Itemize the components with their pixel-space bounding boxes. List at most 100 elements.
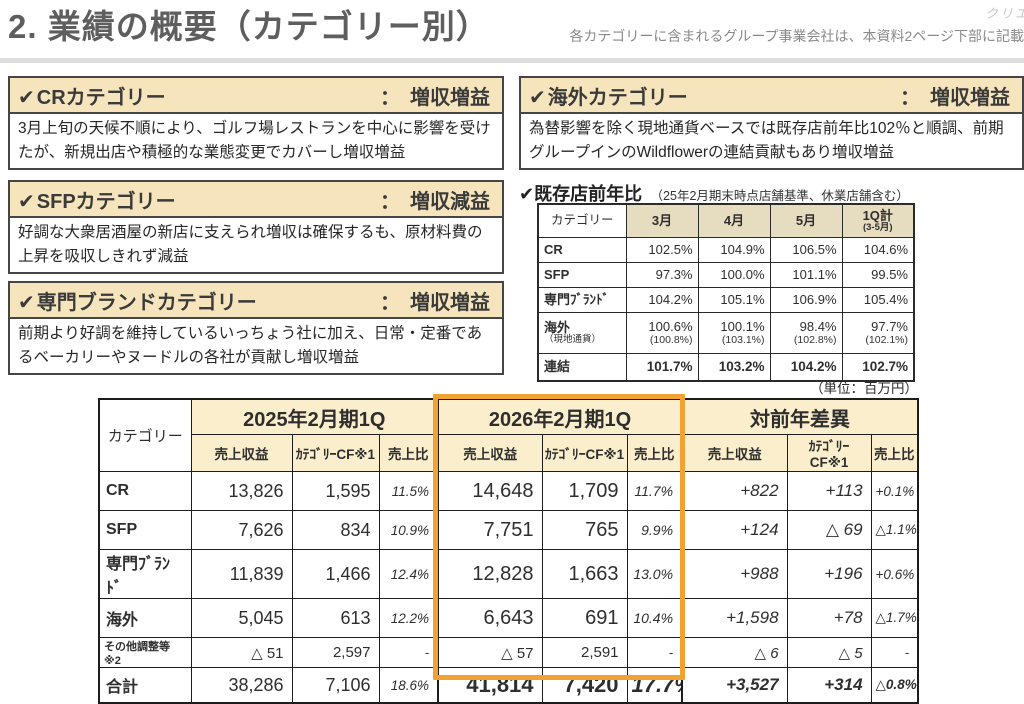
table-cell: 765 — [541, 510, 628, 550]
category-box-cr: ✔ CRカテゴリー ： 増収増益 3月上旬の天候不順により、ゴルフ場レストランを中… — [8, 76, 504, 171]
table-cell: 103.2% — [697, 353, 771, 382]
table-cell: △ 51 — [190, 637, 293, 668]
column-header: 売上収益 — [190, 434, 293, 472]
table-cell: 104.2% — [625, 287, 699, 313]
table-cell: △1.7% — [870, 598, 919, 638]
column-header: 4月 — [697, 203, 771, 238]
table-cell: 13,826 — [190, 471, 293, 511]
table-cell: △1.1% — [870, 510, 919, 550]
table-row-overseas: 海外 5,045 613 12.2% 6,643 691 10.4% +1,59… — [98, 598, 919, 638]
table-cell: △ 57 — [437, 637, 543, 668]
sss-title-note: （25年2月期末時点店舗基準、休業店舗含む） — [650, 189, 909, 203]
q-total-label: 1Q計 — [862, 207, 893, 223]
table-cell: △0.8% — [870, 667, 919, 704]
check-icon: ✔ — [529, 86, 546, 109]
table-row-other-adjustments: その他調整等※2 △ 51 2,597 - △ 57 2,591 - △ 6 △… — [98, 637, 919, 668]
sss-table-title: ✔既存店前年比 （25年2月期末時点店舗基準、休業店舗含む） — [519, 180, 909, 206]
table-cell: +988 — [681, 549, 788, 599]
column-header: 3月 — [625, 203, 699, 238]
table-cell: 2,597 — [291, 637, 380, 668]
table-cell: 97.7% (102.1%) — [841, 312, 915, 354]
table-row: SFP 97.3% 100.0% 101.1% 99.5% — [537, 262, 915, 288]
group-header-diff: 対前年差異 — [681, 398, 919, 435]
group-header-fy2025: 2025年2月期1Q — [190, 398, 439, 435]
column-header: ｶﾃｺﾞﾘｰCF※1 — [786, 434, 872, 472]
column-header: 売上収益 — [681, 434, 788, 472]
column-header: 1Q計 (3-5月) — [841, 203, 915, 238]
table-cell: 834 — [291, 510, 380, 550]
table-cell: 104.2% — [769, 353, 843, 382]
table-cell: 100.1% (103.1%) — [697, 312, 771, 354]
table-cell: 5,045 — [190, 598, 293, 638]
table-row: 専門ﾌﾞﾗﾝﾄﾞ 104.2% 105.1% 106.9% 105.4% — [537, 287, 915, 313]
row-label: 合計 — [98, 667, 192, 704]
column-header: 売上比 — [870, 434, 919, 472]
title-divider — [0, 58, 1024, 63]
same-store-sales-table: カテゴリー 3月 4月 5月 1Q計 (3-5月) CR 102.5% 104.9… — [537, 203, 915, 382]
check-icon: ✔ — [18, 190, 35, 213]
table-cell: 12,828 — [437, 549, 543, 599]
column-header: 売上比 — [378, 434, 439, 472]
row-label: CR — [537, 237, 627, 263]
table-group-header-row: カテゴリー 2025年2月期1Q 2026年2月期1Q 対前年差異 — [98, 398, 919, 472]
table-cell: +314 — [786, 667, 872, 704]
row-label-sub: （現地通貨） — [544, 333, 602, 345]
column-header: ｶﾃｺﾞﾘｰCF※1 — [541, 434, 628, 472]
column-header: ｶﾃｺﾞﾘｰCF※1 — [291, 434, 380, 472]
q-total-range: (3-5月) — [862, 221, 893, 233]
column-header: 5月 — [769, 203, 843, 238]
category-box-sfp-header: ✔ SFPカテゴリー ： 増収減益 — [10, 182, 502, 218]
table-cell: 100.6% (100.8%) — [625, 312, 699, 354]
table-cell: 691 — [541, 598, 628, 638]
table-row-senmon-brand: 専門ﾌﾞﾗﾝﾄﾞ 11,839 1,466 12.4% 12,828 1,663… — [98, 549, 919, 599]
category-box-overseas-body: 為替影響を除く現地通貨ベースでは既存店前年比102％と順調、前期グループインのW… — [529, 120, 1004, 162]
table-cell: 10.4% — [626, 598, 683, 638]
row-label-main: 海外 — [544, 320, 571, 336]
table-cell: 7,626 — [190, 510, 293, 550]
category-box-cr-body: 3月上旬の天候不順により、ゴルフ場レストランを中心に影響を受けたが、新規出店や積… — [18, 120, 491, 162]
logo-watermark: クリエ — [984, 6, 1024, 21]
corner-header: カテゴリー — [98, 398, 192, 472]
table-cell: 105.1% — [697, 287, 771, 313]
table-cell: +3,527 — [681, 667, 788, 704]
table-cell: 2,591 — [541, 637, 628, 668]
row-label: SFP — [98, 510, 192, 550]
table-cell: +196 — [786, 549, 872, 599]
table-cell: 99.5% — [841, 262, 915, 288]
table-cell: 7,420 — [541, 667, 628, 704]
table-cell: 12.4% — [378, 549, 439, 599]
table-row-cr: CR 13,826 1,595 11.5% 14,648 1,709 11.7%… — [98, 471, 919, 511]
row-label: CR — [98, 471, 192, 511]
table-header-row: カテゴリー 3月 4月 5月 1Q計 (3-5月) — [537, 203, 915, 238]
category-name: SFPカテゴリー — [36, 190, 176, 213]
header-note: 各カテゴリーに含まれるグループ事業会社は、本資料2ページ下部に記載 — [569, 28, 1024, 44]
row-label: SFP — [537, 262, 627, 288]
column-header: 売上収益 — [437, 434, 543, 472]
category-box-senmon-header: ✔ 専門ブランドカテゴリー ： 増収増益 — [10, 283, 502, 319]
table-cell: 1,663 — [541, 549, 628, 599]
category-box-cr-header: ✔ CRカテゴリー ： 増収増益 — [10, 78, 502, 114]
table-cell: 11.7% — [626, 471, 683, 511]
table-row-total: 合計 38,286 7,106 18.6% 41,814 7,420 17.7%… — [98, 667, 919, 704]
category-name: 海外カテゴリー — [547, 86, 688, 109]
table-cell: - — [870, 637, 919, 668]
table-cell: 105.4% — [841, 287, 915, 313]
category-status: ： 増収増益 — [900, 86, 1010, 109]
unit-note: （単位：百万円） — [810, 381, 918, 396]
table-cell: +113 — [786, 471, 872, 511]
table-cell: +822 — [681, 471, 788, 511]
table-row: CR 102.5% 104.9% 106.5% 104.6% — [537, 237, 915, 263]
table-cell: 101.7% — [625, 353, 699, 382]
table-cell: 1,709 — [541, 471, 628, 511]
table-cell: - — [626, 637, 683, 668]
row-label: その他調整等※2 — [98, 637, 192, 668]
check-icon: ✔ — [519, 184, 535, 204]
slide: { "header": { "title": "2. 業績の概要（カテゴリー別）… — [0, 6, 1024, 704]
row-label: 海外 （現地通貨） — [537, 312, 627, 354]
check-icon: ✔ — [18, 86, 35, 109]
group-header-fy2026: 2026年2月期1Q — [437, 398, 683, 435]
column-header: カテゴリー — [537, 203, 627, 238]
table-cell: △ 5 — [786, 637, 872, 668]
table-cell: 11,839 — [190, 549, 293, 599]
table-cell: 101.1% — [769, 262, 843, 288]
